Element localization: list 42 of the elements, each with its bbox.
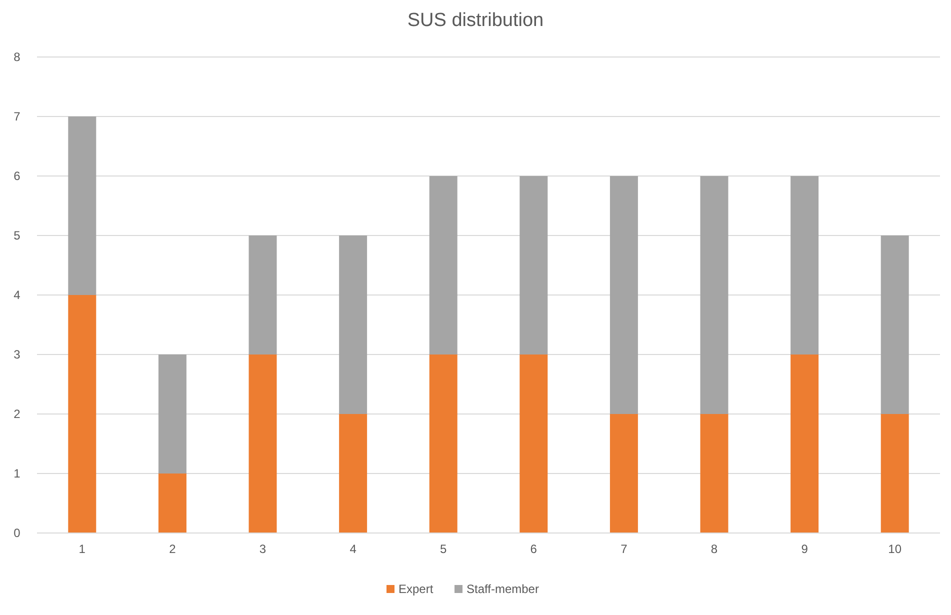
chart-title: SUS distribution	[407, 10, 544, 31]
y-tick-label: 0	[14, 526, 21, 540]
bar	[790, 176, 819, 354]
bar	[520, 354, 548, 533]
bar	[339, 236, 368, 414]
bar	[610, 176, 638, 414]
y-tick-label: 1	[14, 466, 21, 481]
bar	[158, 354, 186, 474]
x-tick-label: 3	[259, 542, 266, 556]
bar	[68, 116, 96, 295]
bar	[520, 176, 548, 354]
bar	[790, 354, 819, 533]
x-tick-label: 7	[620, 542, 628, 556]
bar	[339, 414, 368, 533]
x-tick-label: 6	[530, 542, 538, 556]
legend-label: Staff-member	[466, 582, 539, 596]
y-tick-label: 6	[14, 169, 21, 184]
y-tick-label: 2	[14, 407, 21, 422]
x-tick-label: 4	[350, 542, 357, 556]
y-tick-label: 8	[14, 50, 21, 64]
x-tick-label: 8	[710, 542, 718, 556]
bar	[610, 414, 638, 533]
y-tick-label: 7	[14, 110, 21, 124]
bar	[429, 176, 458, 354]
bar	[248, 354, 277, 533]
x-tick-label: 5	[440, 542, 448, 556]
y-tick-label: 5	[14, 228, 21, 243]
y-tick-label: 4	[14, 288, 21, 302]
x-tick-label: 10	[888, 542, 902, 556]
bar	[68, 295, 96, 533]
bar	[700, 414, 728, 533]
bar	[248, 236, 277, 354]
x-tick-label: 2	[169, 542, 176, 556]
legend-label: Expert	[398, 582, 434, 596]
x-tick-label: 9	[801, 542, 808, 556]
bar	[700, 176, 728, 414]
x-tick-label: 1	[78, 542, 86, 556]
bar	[880, 236, 909, 414]
bar	[158, 474, 186, 533]
bar	[880, 414, 909, 533]
bar	[429, 354, 458, 533]
y-tick-label: 3	[14, 348, 21, 362]
